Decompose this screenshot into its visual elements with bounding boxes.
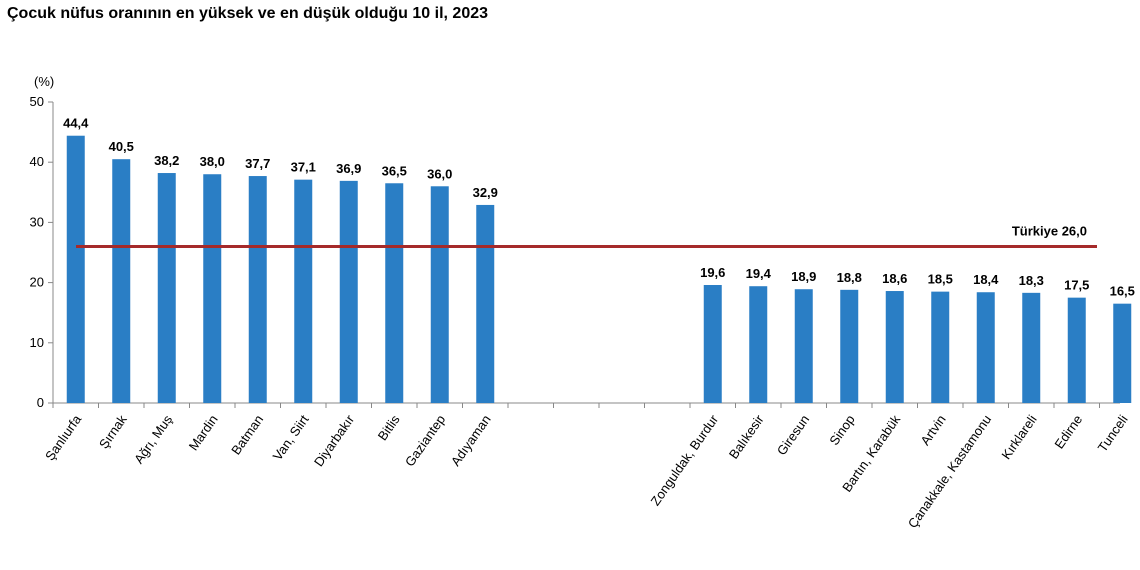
bar: [430, 186, 449, 403]
bars: [66, 135, 1132, 403]
y-tick-label: 20: [30, 275, 44, 290]
y-tick-label: 10: [30, 335, 44, 350]
bar: [157, 173, 176, 403]
bar: [476, 204, 495, 403]
category-label: Edirne: [1051, 412, 1085, 451]
category-label: Artvin: [917, 412, 948, 448]
category-label: Sinop: [826, 412, 857, 448]
category-label: Diyarbakır: [311, 412, 358, 470]
category-label: Balıkesir: [726, 412, 767, 462]
data-label: 38,2: [154, 153, 179, 168]
reference-line-label: Türkiye 26,0: [1012, 223, 1087, 238]
data-label: 19,6: [700, 265, 725, 280]
data-label: 18,9: [791, 269, 816, 284]
data-label: 18,6: [882, 271, 907, 286]
bar: [1113, 303, 1132, 403]
bar: [885, 291, 904, 403]
data-label: 18,3: [1019, 273, 1044, 288]
data-label: 18,5: [928, 272, 953, 287]
data-label: 36,5: [382, 163, 407, 178]
category-label: Kırklareli: [998, 412, 1039, 462]
category-label: Ağrı, Muş: [131, 412, 175, 467]
data-label: 44,4: [63, 116, 89, 131]
bar: [976, 292, 995, 403]
data-label: 37,1: [291, 160, 316, 175]
bar: [66, 135, 85, 403]
bar: [203, 174, 222, 403]
y-tick-label: 30: [30, 214, 44, 229]
bar: [385, 183, 404, 403]
bar: [840, 289, 859, 403]
bar: [294, 179, 313, 403]
data-label: 37,7: [245, 156, 270, 171]
bar: [931, 291, 950, 403]
data-label: 19,4: [746, 266, 772, 281]
y-tick-label: 40: [30, 154, 44, 169]
category-label: Gaziantep: [402, 412, 448, 469]
bar: [1067, 297, 1086, 403]
bar: [1022, 292, 1041, 403]
category-label: Van, Siirt: [270, 412, 312, 463]
bar: [112, 159, 131, 403]
bar: [794, 289, 813, 403]
data-label: 18,4: [973, 272, 999, 287]
data-label: 40,5: [109, 139, 134, 154]
axes: 0 10 20 30 40 50 (%): [30, 74, 1120, 410]
y-axis-unit: (%): [34, 74, 54, 89]
category-label: Batman: [228, 412, 266, 457]
category-label: Giresun: [774, 412, 812, 458]
bar: [749, 286, 768, 403]
data-label: 18,8: [837, 270, 862, 285]
category-label: Tunceli: [1095, 412, 1131, 455]
category-labels: Şanlıurfa Şırnak Ağrı, Muş Mardin Batman Van,…: [42, 411, 1131, 530]
data-label: 36,0: [427, 166, 452, 181]
data-label: 38,0: [200, 154, 225, 169]
y-tick-label: 50: [30, 94, 44, 109]
category-label: Bitlis: [375, 412, 403, 443]
category-label: Şırnak: [96, 412, 130, 452]
data-label: 17,5: [1064, 278, 1089, 293]
chart-title: Çocuk nüfus oranının en yüksek ve en düş…: [7, 5, 489, 22]
bar: [703, 285, 722, 403]
category-label: Şanlıurfa: [42, 411, 85, 463]
data-label: 16,5: [1110, 284, 1135, 299]
category-label: Çanakkale, Kastamonu: [905, 412, 994, 531]
category-label: Adıyaman: [448, 412, 494, 469]
category-label: Mardin: [186, 412, 221, 453]
reference-line-group: Türkiye 26,0: [76, 223, 1097, 248]
y-tick-label: 0: [37, 395, 44, 410]
data-label: 36,9: [336, 161, 361, 176]
bar: [339, 180, 358, 403]
category-label: Zonguldak, Burdur: [648, 412, 722, 509]
data-label: 32,9: [473, 185, 498, 200]
bar: [248, 176, 267, 403]
data-labels: 44,4 40,5 38,2 38,0 37,7 37,1 36,9 36,5 36,0 32,9…: [63, 116, 1135, 299]
